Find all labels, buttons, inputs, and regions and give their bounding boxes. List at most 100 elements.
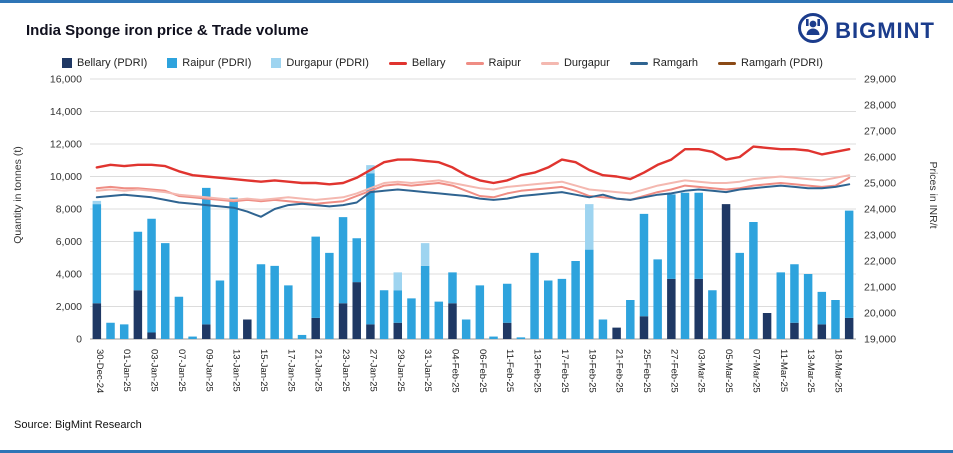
x-axis-tick: 18-Mar-25 bbox=[832, 349, 843, 393]
line-swatch-5 bbox=[540, 61, 559, 65]
bar-segment-raipur-pdri bbox=[803, 274, 813, 339]
bar-segment-raipur-pdri bbox=[270, 265, 279, 339]
legend-item-ramgarh: Ramgarh bbox=[629, 57, 699, 69]
left-axis-title: Quantity in tonnes (t) bbox=[12, 146, 24, 244]
x-axis-tick: 17-Jan-25 bbox=[285, 349, 296, 392]
legend-label: Durgapur bbox=[563, 57, 610, 69]
right-axis-tick: 22,000 bbox=[864, 256, 896, 268]
x-axis-tick: 09-Jan-25 bbox=[203, 349, 214, 392]
source-note: Source: BigMint Research bbox=[14, 419, 142, 431]
bar-segment-raipur-pdri bbox=[202, 187, 211, 325]
bar-segment-raipur-pdri bbox=[776, 272, 786, 339]
right-axis-tick: 29,000 bbox=[864, 74, 896, 86]
legend-label: Bellary bbox=[411, 57, 446, 69]
left-axis-tick: 16,000 bbox=[50, 74, 82, 86]
bar-segment-raipur-pdri bbox=[557, 278, 567, 339]
bigmint-logo: BIGMINT bbox=[797, 12, 935, 49]
bar-segment-raipur-pdri bbox=[489, 336, 498, 339]
bar-segment-raipur-pdri bbox=[256, 264, 266, 339]
right-axis-tick: 20,000 bbox=[864, 308, 896, 320]
bar-segment-raipur-pdri bbox=[379, 290, 389, 339]
line-swatch-7 bbox=[718, 61, 737, 65]
bar-segment-raipur-pdri bbox=[653, 259, 662, 339]
right-axis-tick: 27,000 bbox=[864, 126, 896, 138]
x-axis-tick: 05-Mar-25 bbox=[723, 349, 734, 393]
legend-label: Ramgarh bbox=[652, 57, 699, 69]
bar-segment-raipur-pdri bbox=[188, 336, 197, 339]
bar-segment-raipur-pdri bbox=[407, 298, 416, 339]
chart-area: Quantity in tonnes (t) 0 2,000 4,000 6,000 8… bbox=[0, 71, 953, 413]
x-axis-tick: 07-Mar-25 bbox=[750, 349, 761, 393]
x-axis-tick: 04-Feb-25 bbox=[449, 349, 460, 393]
bar-segment-raipur-pdri bbox=[311, 236, 320, 318]
legend-item-durgapur: Durgapur bbox=[540, 57, 610, 69]
bar-swatch-0 bbox=[62, 58, 72, 68]
bar-segment-bellary-pdri bbox=[243, 319, 252, 339]
right-axis-tick: 26,000 bbox=[864, 152, 896, 164]
bar-segment-raipur-pdri bbox=[338, 217, 348, 304]
legend-label: Raipur bbox=[488, 57, 521, 69]
left-axis-tick: 12,000 bbox=[50, 139, 82, 151]
bar-segment-raipur-pdri bbox=[325, 252, 334, 339]
bar-segment-bellary-pdri bbox=[133, 290, 143, 339]
bar-segment-raipur-pdri bbox=[160, 243, 170, 339]
bar-segment-bellary-pdri bbox=[639, 316, 649, 339]
bar-segment-durgapur-pdri bbox=[585, 204, 594, 250]
legend-item-bellary: Bellary bbox=[388, 57, 446, 69]
bar-segment-raipur-pdri bbox=[516, 337, 526, 339]
bar-segment-bellary-pdri bbox=[366, 324, 375, 339]
left-axis-tick: 4,000 bbox=[56, 269, 82, 281]
x-axis-tick: 29-Jan-25 bbox=[395, 349, 406, 392]
bar-segment-raipur-pdri bbox=[352, 238, 361, 283]
right-axis-tick: 19,000 bbox=[864, 334, 896, 346]
bar-segment-bellary-pdri bbox=[817, 324, 827, 339]
bar-segment-raipur-pdri bbox=[119, 324, 129, 339]
right-axis-tick: 24,000 bbox=[864, 204, 896, 216]
right-axis-tick: 28,000 bbox=[864, 100, 896, 112]
bar-segment-raipur-pdri bbox=[598, 319, 608, 339]
left-axis-tick: 6,000 bbox=[56, 236, 82, 248]
bar-segment-raipur-pdri bbox=[366, 173, 375, 325]
bar-segment-raipur-pdri bbox=[502, 283, 512, 323]
bar-segment-raipur-pdri bbox=[133, 231, 143, 291]
x-axis-tick: 13-Jan-25 bbox=[231, 349, 242, 392]
x-axis-tick: 07-Jan-25 bbox=[176, 349, 187, 392]
bar-segment-raipur-pdri bbox=[461, 319, 471, 339]
x-axis-tick: 11-Mar-25 bbox=[778, 349, 789, 392]
x-axis-tick: 19-Feb-25 bbox=[586, 349, 597, 393]
bar-segment-raipur-pdri bbox=[831, 300, 840, 339]
bar-segment-raipur-pdri bbox=[420, 265, 430, 339]
legend-label: Bellary (PDRI) bbox=[77, 57, 148, 69]
header: India Sponge iron price & Trade volume B… bbox=[0, 3, 953, 51]
line-swatch-6 bbox=[629, 61, 648, 65]
bar-swatch-1 bbox=[167, 58, 178, 68]
bar-segment-raipur-pdri bbox=[571, 261, 580, 339]
bar-segment-raipur-pdri bbox=[215, 280, 225, 339]
line-swatch-3 bbox=[388, 61, 407, 65]
legend-item-raipur-pdri: Raipur (PDRI) bbox=[167, 57, 251, 69]
bar-segment-raipur-pdri bbox=[585, 249, 594, 339]
x-axis-tick: 27-Jan-25 bbox=[367, 349, 378, 392]
bar-swatch-2 bbox=[271, 58, 282, 68]
bar-segment-bellary-pdri bbox=[721, 204, 731, 339]
bar-segment-bellary-pdri bbox=[790, 322, 799, 339]
x-axis-tick: 25-Feb-25 bbox=[641, 349, 652, 393]
bar-segment-bellary-pdri bbox=[393, 322, 403, 339]
bar-segment-bellary-pdri bbox=[92, 303, 102, 339]
price-line-ramgarh bbox=[95, 183, 851, 218]
bar-segment-raipur-pdri bbox=[475, 285, 485, 339]
x-axis-tick: 21-Feb-25 bbox=[614, 349, 625, 393]
bar-segment-raipur-pdri bbox=[448, 272, 457, 304]
bar-segment-bellary-pdri bbox=[612, 327, 621, 339]
bar-segment-raipur-pdri bbox=[735, 252, 744, 339]
bar-segment-raipur-pdri bbox=[543, 280, 553, 339]
right-axis-tick: 23,000 bbox=[864, 230, 896, 242]
right-axis-title: Prices in INR/t bbox=[927, 161, 939, 229]
x-axis-tick: 27-Feb-25 bbox=[668, 349, 679, 393]
bar-segment-bellary-pdri bbox=[338, 303, 348, 339]
bar-segment-durgapur-pdri bbox=[393, 272, 403, 291]
x-axis-tick: 06-Feb-25 bbox=[477, 349, 488, 393]
bar-segment-raipur-pdri bbox=[667, 194, 676, 279]
bar-segment-bellary-pdri bbox=[448, 303, 457, 339]
bar-segment-bellary-pdri bbox=[311, 317, 320, 339]
